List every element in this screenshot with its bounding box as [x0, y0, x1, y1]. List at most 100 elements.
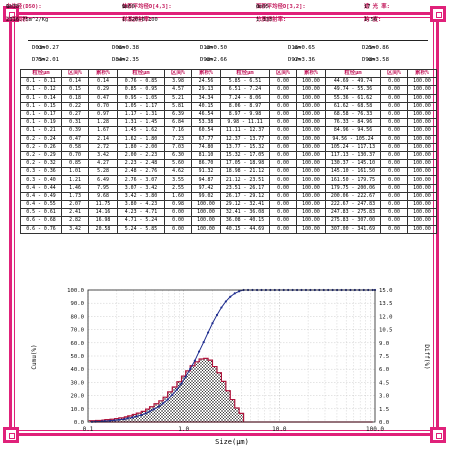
x-tick-label: 10.0	[272, 426, 287, 433]
span-label: 跨 度:	[364, 17, 382, 23]
table-cell: 12.37 - 13.77	[220, 134, 270, 144]
table-cell: 8.06 - 8.97	[220, 101, 270, 111]
cumulative-point	[233, 292, 236, 295]
percentile-unit: um	[118, 45, 125, 51]
table-cell: 0.00	[380, 93, 408, 103]
table-cell: 100.00	[296, 150, 326, 161]
table-cell: 0.00	[269, 183, 297, 193]
column-header: 区间%	[380, 68, 408, 79]
table-cell: 7.16	[164, 126, 192, 136]
table-cell: 0.97	[88, 109, 118, 120]
table-cell: 100.00	[296, 183, 326, 193]
y-tick-label-left: 80.0	[71, 314, 84, 320]
percentile-unit: um	[118, 57, 125, 63]
table-cell: 1.17 - 1.31	[117, 109, 165, 120]
cumulative-point	[198, 350, 201, 353]
table-cell: 0.4 - 0.44	[20, 183, 62, 193]
table-cell: 0.00	[164, 208, 192, 218]
y-tick-label-left: 70.0	[71, 328, 84, 334]
cumulative-point	[117, 418, 120, 421]
table-cell: 26.17 - 29.12	[220, 191, 270, 202]
table-cell: 34.34	[191, 93, 221, 103]
cumulative-point	[126, 417, 129, 420]
table-cell: 200.06 - 222.67	[325, 191, 381, 202]
table-cell: 1.80 - 2.00	[117, 142, 165, 152]
table-cell: 100.00	[407, 183, 437, 193]
table-cell: 100.00	[407, 134, 437, 144]
table-cell: 4.57	[164, 85, 192, 95]
table-cell: 17.05 - 18.98	[220, 159, 270, 169]
table-cell: 0.1 - 0.15	[20, 101, 62, 111]
table-cell: 0.15	[61, 85, 89, 95]
cumulative-point	[152, 408, 156, 411]
table-cell: 20.58	[88, 224, 118, 234]
y-tick-label-right: 3.0	[379, 394, 389, 400]
table-cell: 24.56	[191, 77, 221, 87]
table-cell: 100.00	[296, 208, 326, 218]
table-cell: 0.98	[164, 199, 192, 210]
table-cell: 100.00	[296, 216, 326, 226]
d32-label: 面积平均径D[3,2]:	[256, 4, 306, 10]
percentile-value: D98=3.58	[362, 57, 389, 63]
table-cell: 2.76 - 3.07	[117, 175, 165, 185]
table-cell: 76.33 - 84.96	[325, 118, 381, 128]
table-cell: 6.39	[164, 109, 192, 120]
table-cell: 0.4 - 0.49	[20, 191, 62, 202]
table-cell: 46.54	[191, 109, 221, 120]
table-cell: 6.49	[88, 175, 118, 185]
table-cell: 1.62 - 1.80	[117, 134, 165, 144]
cumulative-point	[184, 375, 187, 378]
percentile-unit: um	[38, 57, 45, 63]
table-cell: 0.00	[380, 183, 408, 193]
cumulative-point	[202, 340, 205, 344]
table-cell: 0.00	[269, 142, 297, 152]
cumulative-point	[229, 295, 232, 298]
table-cell: 9.68	[88, 191, 118, 202]
table-cell: 0.00	[380, 118, 408, 128]
column-header: 粒径μm	[20, 68, 62, 79]
table-cell: 100.00	[296, 134, 326, 144]
table-cell: 0.00	[269, 167, 297, 177]
differential-area	[87, 357, 373, 423]
table-cell: 161.50 - 179.75	[325, 175, 381, 185]
x-tick-label: 100.0	[366, 426, 384, 433]
table-cell: 0.85	[61, 159, 89, 169]
cumulative-point	[166, 398, 169, 401]
table-cell: 100.00	[407, 109, 437, 120]
table-cell: 0.39	[61, 126, 89, 136]
y-tick-label-right: 6.0	[379, 367, 389, 373]
table-cell: 5.28	[88, 167, 118, 177]
percentile-unit: um	[368, 45, 375, 51]
table-cell: 36.08 - 40.15	[220, 216, 270, 226]
y-tick-label-right: 12.0	[379, 314, 392, 320]
table-cell: 7.95	[88, 183, 118, 193]
table-cell: 6.51 - 7.24	[220, 85, 270, 95]
cumulative-point	[175, 388, 179, 391]
table-cell: 5.85 - 6.51	[220, 77, 270, 87]
table-cell: 3.42	[61, 224, 89, 234]
table-cell: 0.00	[269, 93, 297, 103]
table-cell: 0.5 - 0.61	[20, 208, 62, 218]
table-cell: 99.02	[191, 191, 221, 202]
table-cell: 100.00	[407, 93, 437, 103]
y-tick-label-left: 30.0	[71, 380, 84, 386]
table-cell: 0.14	[61, 77, 89, 87]
size-distribution-table: 粒径μm 区间% 累积% 粒径μm 区间% 累积% 粒径μm 区间% 累积% 粒径μm 区间% 累积%…	[20, 68, 437, 234]
y-tick-label-left: 100.0	[67, 288, 84, 294]
table-cell: 100.00	[191, 208, 221, 218]
y-tick-label-right: 9.0	[379, 341, 389, 347]
table-cell: 100.00	[296, 109, 326, 120]
table-cell: 130.37 - 145.10	[325, 159, 381, 169]
cumulative-point	[135, 415, 138, 418]
table-cell: 0.00	[380, 208, 408, 218]
table-cell: 6.30	[164, 150, 192, 161]
cumulative-point	[108, 419, 112, 422]
table-cell: 67.77	[191, 134, 221, 144]
table-cell: 100.00	[296, 93, 326, 103]
table-cell: 100.00	[407, 142, 437, 152]
table-cell: 5.60	[164, 159, 192, 169]
column-header: 区间%	[61, 68, 89, 79]
table-cell: 1.60	[164, 191, 192, 202]
table-cell: 18.98 - 21.12	[220, 167, 270, 177]
table-cell: 68.58 - 76.33	[325, 109, 381, 120]
